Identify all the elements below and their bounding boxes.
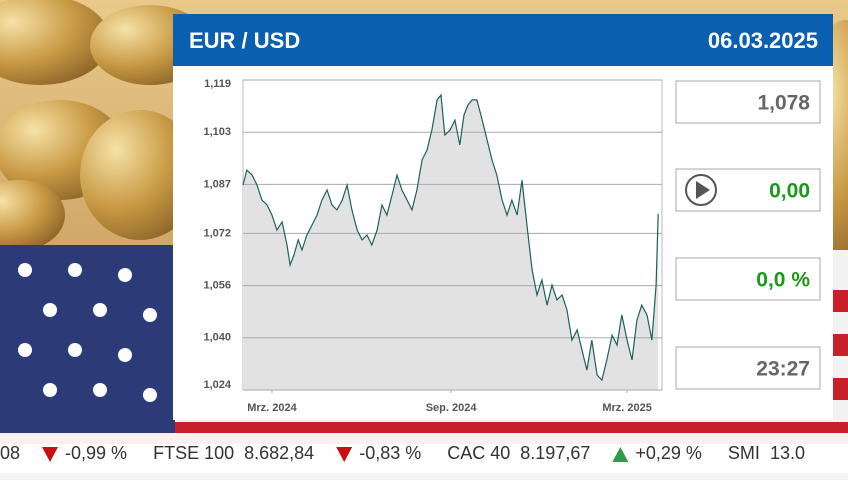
arrow-down [336,447,353,462]
y-tick-label: 1,056 [203,279,231,291]
y-tick-label: 1,072 [203,227,231,239]
ticker-change: -0,99 % [65,443,127,463]
ticker: 08 -0,99 % FTSE 100 8.682,84 -0,83 % CAC 40 8.… [0,443,805,463]
time: 23:27 [756,358,810,381]
y-tick-label: 1,040 [203,332,231,344]
panel-header [173,14,833,66]
ticker-change: -0,83 % [359,443,421,463]
ticker-value: 13.0 [770,443,805,463]
x-tick-label: Mrz. 2025 [602,402,652,414]
play-icon [696,181,710,199]
stat-boxes: 1,078 0,00 0,0 % 23:27 [675,80,821,390]
change: 0,00 [769,180,810,203]
ticker-name: FTSE 100 [153,443,234,463]
y-tick-label: 1,103 [203,126,231,138]
x-tick-label: Sep. 2024 [426,402,478,414]
percent-box [675,257,821,301]
price-box [675,80,821,124]
pair-title: EUR / USD [189,28,300,53]
time-box [675,346,821,390]
ticker-value: 8.682,84 [244,443,314,463]
ticker-value: 08 [0,443,20,463]
price: 1,078 [757,92,810,115]
change-percent: 0,0 % [756,269,810,292]
ticker-change: +0,29 % [635,443,702,463]
arrow-up [612,447,629,462]
y-tick-label: 1,024 [203,379,231,391]
x-tick-label: Mrz. 2024 [247,402,297,414]
ticker-bar [0,433,848,473]
ticker-name: SMI [728,443,760,463]
line [242,93,659,382]
chart: 1,024 1,040 1,056 1,072 1,087 1,103 1,119 Mrz. … [203,78,663,414]
ticker-name: CAC 40 [447,443,510,463]
y-tick-label: 1,119 [204,78,231,90]
y-tick-label: 1,087 [203,178,231,190]
area [243,95,659,390]
arrow-down [42,447,59,462]
ticker-value: 8.197,67 [520,443,590,463]
date: 06.03.2025 [708,28,818,53]
